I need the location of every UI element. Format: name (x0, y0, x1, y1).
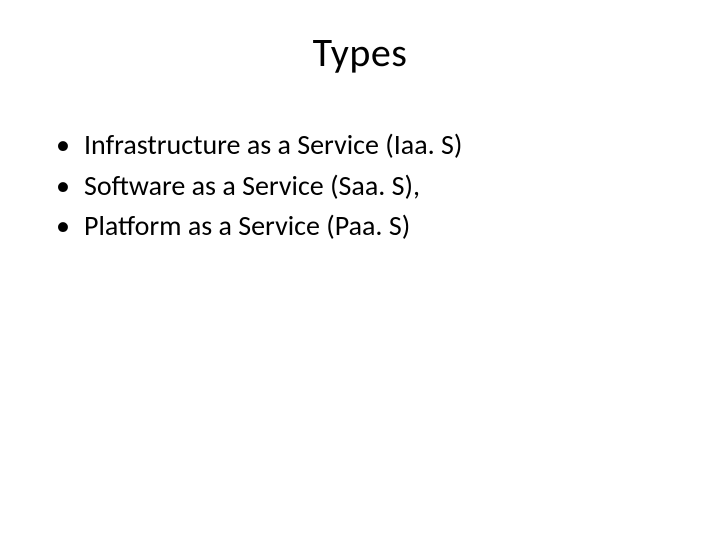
slide-title: Types (40, 28, 680, 77)
bullet-list: Infrastructure as a Service (Iaa. S) Sof… (40, 125, 680, 247)
list-item: Infrastructure as a Service (Iaa. S) (56, 125, 680, 166)
list-item: Platform as a Service (Paa. S) (56, 206, 680, 247)
list-item: Software as a Service (Saa. S), (56, 166, 680, 207)
slide-container: Types Infrastructure as a Service (Iaa. … (0, 0, 720, 540)
